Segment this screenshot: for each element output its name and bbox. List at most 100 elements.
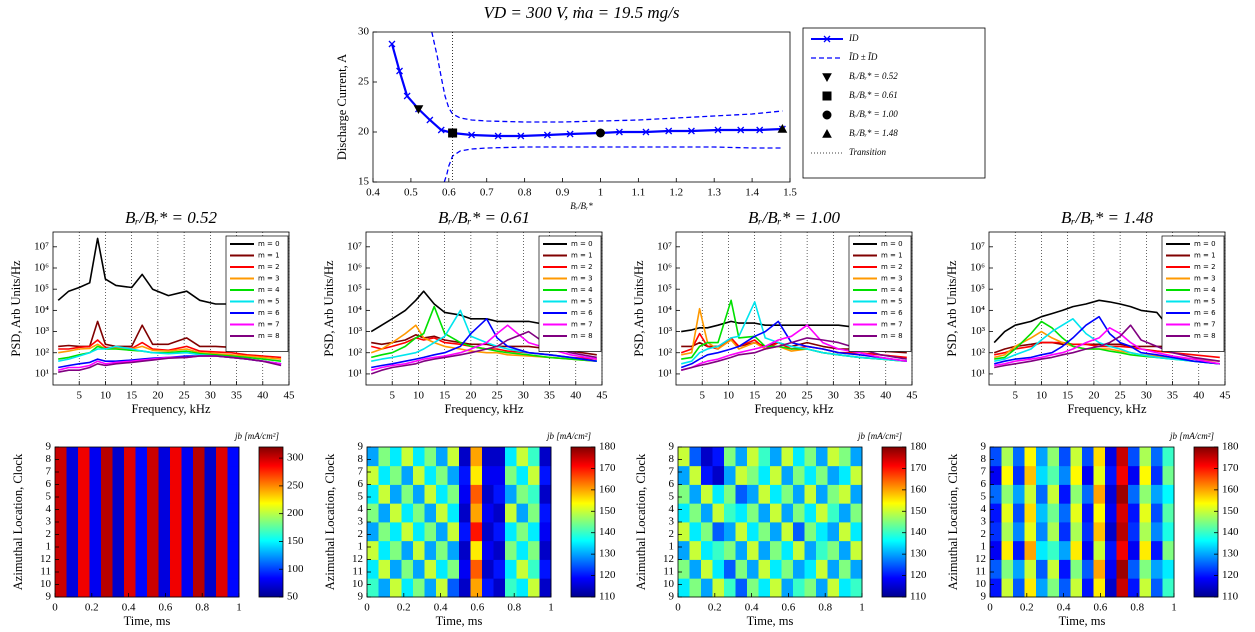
heat-cell: [1139, 559, 1152, 579]
x-tick-label: 0: [987, 602, 993, 614]
heat-cell: [181, 484, 194, 504]
heat-cell: [701, 447, 713, 467]
heat-cell: [678, 447, 690, 467]
heat-cell: [493, 447, 506, 467]
heat-cell: [78, 578, 90, 598]
heat-cell: [1013, 465, 1025, 485]
heat-cell: [735, 559, 748, 579]
x-tick-label: 45: [1220, 390, 1232, 402]
heat-cell: [436, 522, 448, 542]
y-tick-label: 10⁴: [970, 304, 985, 316]
legend-label: m = 8: [258, 332, 280, 340]
heat-cell: [193, 484, 205, 504]
colorbar-label: jb [mA/cm²]: [857, 431, 902, 441]
heat-cell: [1162, 559, 1175, 579]
colorbar-tick-label: 180: [599, 441, 616, 453]
heat-cell: [539, 540, 552, 560]
heat-cell: [170, 522, 182, 542]
heat-cell: [447, 503, 460, 523]
heat-cell: [758, 578, 771, 598]
heat-cell: [470, 559, 483, 579]
series-line: [681, 301, 907, 365]
heat-cell: [482, 522, 494, 542]
colorbar-tick-label: 120: [599, 569, 616, 581]
heat-cell: [367, 522, 379, 542]
x-tick-label: 25: [1115, 390, 1127, 402]
heat-cell: [66, 503, 79, 523]
heat-cell: [701, 540, 713, 560]
heat-cell: [724, 503, 736, 523]
heat-cell: [689, 540, 702, 560]
heat-cell: [78, 559, 90, 579]
heat-cell: [493, 465, 506, 485]
colorbar-tick-label: 160: [910, 483, 927, 495]
y-tick-label: 10⁷: [657, 240, 672, 252]
heat-cell: [89, 559, 102, 579]
heat-cell: [66, 465, 79, 485]
heat-cell: [712, 465, 725, 485]
heat-cell: [747, 578, 759, 598]
heat-cell: [1139, 447, 1152, 467]
heat-cell: [390, 522, 402, 542]
heat-cell: [147, 447, 159, 467]
heat-cell: [735, 503, 748, 523]
heat-cell: [413, 522, 425, 542]
heat-cell: [678, 484, 690, 504]
heat-cell: [712, 540, 725, 560]
colorbar-tick-label: 120: [910, 569, 927, 581]
heat-cell: [724, 522, 736, 542]
y-tick-label: 5: [358, 491, 364, 503]
heat-cell: [781, 522, 794, 542]
heat-cell: [1116, 522, 1129, 542]
heat-cell: [55, 465, 67, 485]
heat-cell: [447, 559, 460, 579]
colorbar-tick-label: 140: [910, 526, 927, 538]
heat-cell: [1059, 465, 1071, 485]
colorbar: [881, 446, 907, 598]
heat-cell: [227, 522, 240, 542]
heat-cell: [1024, 559, 1037, 579]
y-tick-label: 10²: [348, 346, 363, 358]
heat-cell: [781, 484, 794, 504]
heat-cell: [839, 578, 851, 598]
y-axis-label: Azimuthal Location, Clock: [946, 453, 960, 590]
heat-cell: [689, 503, 702, 523]
heat-cell: [227, 465, 240, 485]
legend-label: m = 2: [571, 263, 593, 271]
heat-cell: [124, 484, 136, 504]
heat-cell: [493, 503, 506, 523]
heat-cell: [204, 484, 217, 504]
heat-cell: [1105, 540, 1117, 560]
series-line: [993, 341, 1220, 354]
plot-lines: [370, 290, 597, 375]
legend-label: m = 3: [1194, 275, 1216, 283]
y-tick-label: 10⁶: [970, 262, 985, 274]
heat-cell: [839, 447, 851, 467]
legend-label: m = 6: [881, 309, 903, 317]
heat-cell: [770, 447, 782, 467]
heat-cell: [1105, 465, 1117, 485]
x-tick-label: 40: [1193, 390, 1205, 402]
heat-cell: [1105, 559, 1117, 579]
y-tick-label: 10⁷: [970, 240, 985, 252]
heat-cell: [539, 559, 552, 579]
legend-label: m = 3: [571, 275, 593, 283]
colorbar-tick-label: 140: [599, 526, 616, 538]
heat-cell: [1162, 465, 1175, 485]
legend-label: m = 2: [881, 263, 903, 271]
band-upper: [431, 32, 783, 123]
y-tick-label: 1: [669, 541, 675, 553]
heat-cell: [216, 559, 228, 579]
colorbar-tick-label: 110: [599, 591, 616, 603]
colorbar-tick-label: 110: [910, 591, 927, 603]
heat-cell: [804, 465, 817, 485]
heat-cell: [367, 503, 379, 523]
heat-cell: [1116, 465, 1129, 485]
y-tick-label: 3: [358, 516, 364, 528]
heat-cell: [839, 540, 851, 560]
heat-cell: [424, 522, 437, 542]
heat-cell: [1151, 578, 1163, 598]
heat-cell: [758, 447, 771, 467]
x-axis-label: Time, ms: [124, 614, 171, 628]
